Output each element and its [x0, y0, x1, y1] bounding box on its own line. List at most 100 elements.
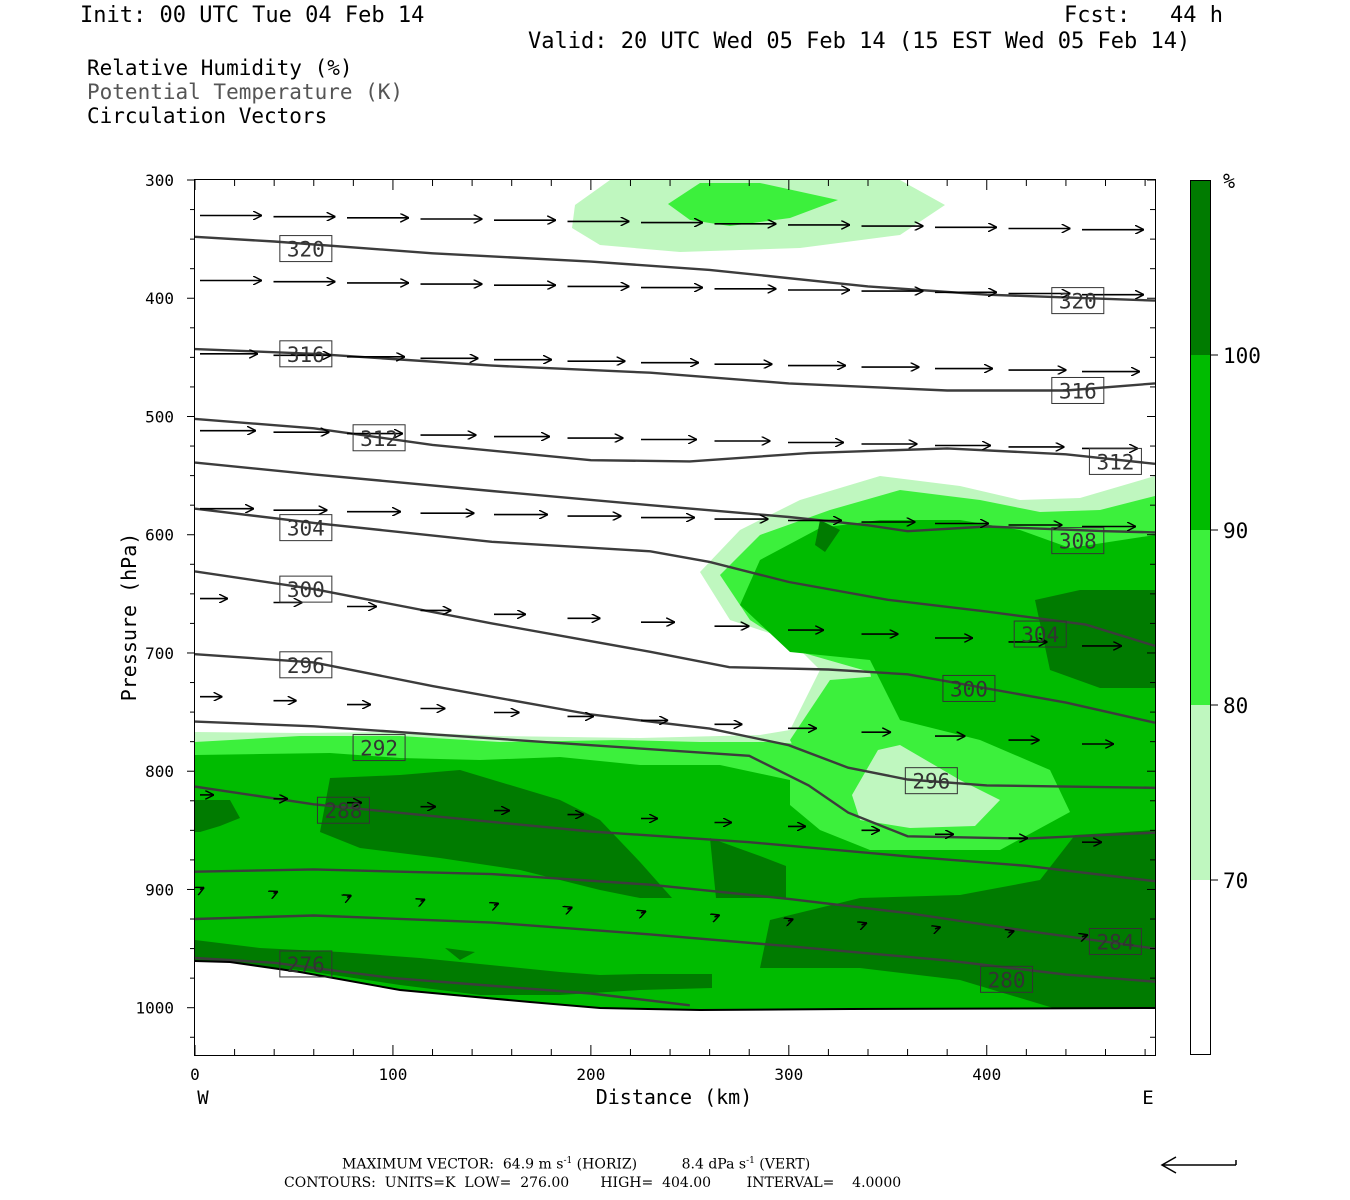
field-vectors-label: Circulation Vectors	[87, 104, 328, 128]
forecast-hour: Fcst: 44 h	[1064, 3, 1223, 28]
contour-label-312: 312	[1088, 447, 1142, 475]
rh-80-area	[668, 183, 838, 226]
circulation-vectors	[200, 216, 1144, 937]
contour-label-text: 280	[988, 968, 1026, 992]
y-tick-label: 400	[145, 289, 174, 308]
theta-contour-316	[195, 347, 1155, 392]
contour-label-text: 320	[1059, 290, 1097, 314]
contour-label-308: 308	[1051, 527, 1105, 555]
rh-colorbar: % 70 80 90 100	[1190, 169, 1261, 1055]
contour-label-304: 304	[1013, 620, 1067, 648]
circulation-vector	[421, 899, 426, 901]
max-vector-label: MAXIMUM VECTOR:	[342, 1156, 494, 1173]
below-ground	[195, 962, 1155, 1055]
colorbar-100	[1190, 180, 1210, 355]
circulation-vector	[935, 927, 941, 929]
theta-contour-320	[195, 235, 1155, 302]
contour-label-288: 288	[316, 796, 370, 824]
theta-contour-300	[195, 570, 1155, 724]
contour-label-296: 296	[279, 651, 333, 679]
valid-time: Valid: 20 UTC Wed 05 Feb 14 (15 EST Wed …	[528, 29, 1191, 54]
contour-label-316: 316	[279, 340, 333, 368]
theta-contour-284	[195, 868, 1155, 950]
colorbar-70	[1190, 705, 1210, 880]
init-time: Init: 00 UTC Tue 04 Feb 14	[80, 3, 425, 28]
rh-100-area	[195, 940, 712, 995]
contour-label-text: 304	[287, 517, 325, 541]
contour-label-text: 292	[360, 737, 398, 761]
colorbar-white	[1190, 880, 1210, 1055]
rh-100-area	[710, 838, 786, 898]
contour-label-text: 300	[287, 578, 325, 602]
circulation-vector	[1009, 931, 1015, 933]
y-tick-label: 500	[145, 407, 174, 426]
contour-label-text: 288	[324, 799, 362, 823]
theta-contour-labels: 320 320 316 316 312 312 308 304 304 300 300 296 296 2…	[279, 235, 1142, 993]
contour-label-280: 280	[980, 965, 1034, 993]
max-vector-horiz: 64.9 m s	[502, 1156, 564, 1173]
contour-label-304: 304	[279, 514, 333, 542]
contour-label-text: 312	[1096, 450, 1134, 474]
circulation-vector	[568, 907, 573, 909]
theta-contour-304	[195, 507, 1155, 648]
x-tick-label: 100	[378, 1065, 407, 1084]
contour-label-text: 304	[1021, 623, 1059, 647]
rh-70-area	[852, 745, 1000, 828]
circulation-vector	[862, 923, 868, 925]
rh-90-area	[195, 520, 1155, 1010]
y-tick-label: 1000	[135, 999, 174, 1018]
contour-label-text: 320	[287, 238, 325, 262]
contour-label-text: 312	[360, 427, 398, 451]
colorbar-level-70: 70	[1223, 869, 1248, 893]
circulation-vector	[200, 888, 204, 890]
max-vector-line: MAXIMUM VECTOR: 64.9 m s-1 (HORIZ) 8.4 d…	[342, 1156, 810, 1173]
colorbar-90	[1190, 355, 1210, 530]
axis-tick-labels: 300 400 500 600 700 800 900 1000 0 100 200 300 400	[135, 171, 1001, 1084]
circulation-vector	[347, 895, 352, 897]
rh-100-area	[195, 800, 240, 832]
east-label: E	[1142, 1087, 1153, 1109]
colorbar-80	[1190, 530, 1210, 705]
theta-contour-280	[195, 914, 1155, 983]
vert-tag: (VERT)	[759, 1156, 811, 1173]
colorbar-level-100: 100	[1223, 344, 1261, 368]
rh-80-area	[790, 676, 880, 760]
rh-100-area	[815, 520, 840, 552]
colorbar-level-90: 90	[1223, 519, 1248, 543]
contour-label-text: 296	[912, 770, 950, 794]
exponent-horiz: -1	[563, 1156, 573, 1166]
circulation-vector	[715, 915, 720, 917]
contour-label-276: 276	[279, 950, 333, 978]
rh-shading	[195, 180, 1155, 1055]
rh-100-area	[445, 948, 475, 960]
y-tick-label: 800	[145, 762, 174, 781]
plot-frame	[194, 179, 1156, 1056]
reference-vector-arrow	[1160, 1156, 1237, 1174]
contour-label-text: 284	[1096, 930, 1134, 954]
contour-label-296: 296	[904, 767, 958, 795]
exponent-vert: -1	[746, 1156, 755, 1166]
contour-label-text: 300	[950, 677, 988, 701]
horiz-tag: (HORIZ)	[576, 1156, 638, 1173]
x-tick-label: 0	[190, 1065, 200, 1084]
contour-label-320: 320	[1051, 287, 1105, 315]
field-theta-label: Potential Temperature (K)	[87, 80, 404, 104]
contour-label-text: 316	[1059, 379, 1097, 403]
contour-label-text: 276	[287, 953, 325, 977]
contour-label-284: 284	[1088, 927, 1142, 955]
axis-ticks	[187, 179, 1155, 1055]
contour-label-292: 292	[352, 734, 406, 762]
contour-label-316: 316	[1051, 376, 1105, 404]
contour-label-312: 312	[352, 424, 406, 452]
contour-label-320: 320	[279, 235, 333, 263]
y-tick-label: 300	[145, 171, 174, 190]
y-axis-label: Pressure (hPa)	[117, 533, 141, 702]
colorbar-level-80: 80	[1223, 694, 1248, 718]
contour-label-text: 316	[287, 343, 325, 367]
contour-label-300: 300	[942, 674, 996, 702]
circulation-vector	[494, 903, 499, 905]
rh-100-area	[320, 770, 672, 898]
contours-info: CONTOURS: UNITS=K LOW= 276.00 HIGH= 404.…	[284, 1175, 902, 1191]
colorbar-frame	[1190, 180, 1211, 1055]
